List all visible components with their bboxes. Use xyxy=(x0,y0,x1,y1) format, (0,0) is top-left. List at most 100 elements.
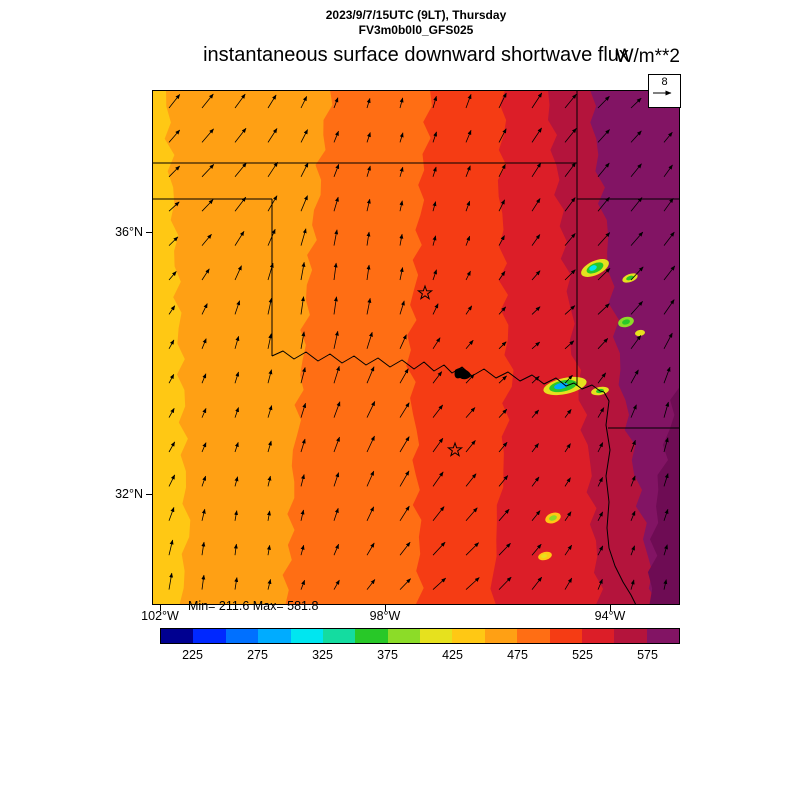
wind-arrow xyxy=(432,201,437,212)
wind-arrow xyxy=(630,130,642,143)
wind-arrow xyxy=(432,437,444,453)
colorbar-segment xyxy=(484,629,518,643)
cloud-spot xyxy=(622,319,630,325)
wind-arrow xyxy=(597,578,603,590)
wind-arrow xyxy=(366,231,371,246)
wind-arrow xyxy=(300,296,305,315)
wind-arrow xyxy=(564,340,575,350)
wind-arrow xyxy=(399,166,404,177)
wind-arrow xyxy=(663,231,675,246)
wind-arrow xyxy=(432,404,444,418)
map-frame xyxy=(152,90,680,605)
wind-arrow xyxy=(201,541,206,556)
wind-arrow xyxy=(564,93,577,109)
wind-arrow xyxy=(333,130,339,143)
wind-arrow xyxy=(267,94,277,109)
wind-arrow xyxy=(630,97,642,109)
wind-arrow xyxy=(333,262,338,281)
wind-arrow xyxy=(663,437,669,453)
wind-arrow xyxy=(597,372,607,384)
wind-arrow xyxy=(333,401,341,418)
wind-arrow xyxy=(663,197,674,212)
cloud-spot xyxy=(549,515,557,521)
wind-arrow xyxy=(465,473,477,487)
wind-arrow xyxy=(465,129,472,143)
wind-arrow xyxy=(201,233,212,246)
wind-arrow xyxy=(399,233,404,246)
min-max-stats: Min= 211.6 Max= 581.8 xyxy=(188,599,319,613)
wind-arrow xyxy=(300,579,305,590)
valid-time-label: 2023/9/7/15UTC (9LT), Thursday xyxy=(325,8,507,22)
wind-arrow xyxy=(630,510,636,521)
wind-arrow xyxy=(498,508,510,522)
wind-arrow xyxy=(234,127,247,143)
wind-arrow xyxy=(531,376,540,384)
wind-arrow xyxy=(201,408,207,418)
wind-arrow xyxy=(333,543,339,556)
wind-arrow xyxy=(531,576,543,590)
wind-arrow xyxy=(531,476,540,487)
lon-tick-label-98w: 98°W xyxy=(369,609,401,623)
wind-arrow xyxy=(234,577,239,590)
wind-arrow xyxy=(300,509,305,521)
wind-arrow xyxy=(300,129,308,143)
cloud-spot xyxy=(541,553,547,559)
wind-arrow xyxy=(498,375,507,384)
wind-arrow xyxy=(432,337,441,350)
wind-arrow xyxy=(267,262,274,281)
wind-arrow xyxy=(333,579,340,590)
wind-arrow xyxy=(498,543,511,556)
wind-arrow xyxy=(201,475,207,487)
colorbar-tick-label: 425 xyxy=(442,648,463,662)
wind-arrow xyxy=(366,264,371,281)
lat-tick-label-32n: 32°N xyxy=(115,487,143,501)
wind-arrow xyxy=(498,306,506,315)
wind-arrow xyxy=(630,404,637,418)
wind-arrow xyxy=(465,407,476,418)
wind-arrow xyxy=(597,511,604,521)
wind-arrow xyxy=(300,96,308,109)
wind-arrow xyxy=(663,473,669,487)
colorbar-labels: 225 275 325 375 425 475 525 575 xyxy=(160,648,680,662)
wind-arrow xyxy=(168,441,176,453)
wind-arrow xyxy=(465,305,473,315)
state-borders xyxy=(152,90,680,605)
wind-arrow xyxy=(366,506,375,521)
wind-arrow xyxy=(630,475,636,487)
colorbar-segment xyxy=(193,629,226,643)
wind-arrow xyxy=(531,306,541,315)
wind-arrow xyxy=(432,95,438,109)
wind-arrow xyxy=(300,367,306,384)
wind-arrow xyxy=(564,477,571,487)
wind-arrow xyxy=(498,576,512,590)
colorbar-segment xyxy=(452,629,485,643)
wind-arrow xyxy=(168,339,175,349)
lon-tick-mark xyxy=(385,605,386,611)
weather-map xyxy=(152,90,680,605)
plot-title: instantaneous surface downward shortwave… xyxy=(203,44,629,66)
wind-arrow xyxy=(168,305,176,315)
wind-arrow xyxy=(168,271,177,281)
wind-arrow xyxy=(531,443,539,453)
colorbar-segment xyxy=(355,629,388,643)
lon-tick-label-94w: 94°W xyxy=(594,609,626,623)
wind-arrow xyxy=(300,544,305,556)
wind-arrow xyxy=(564,511,572,522)
wind-arrow xyxy=(267,195,278,212)
wind-arrow xyxy=(234,230,245,246)
wind-arrow xyxy=(300,195,308,212)
wind-arrow xyxy=(564,374,573,384)
colorbar-tick-label: 375 xyxy=(377,648,398,662)
colorbar-segment xyxy=(225,629,259,643)
wind-arrow xyxy=(333,472,340,487)
wind-reference-value: 8 xyxy=(661,76,668,88)
red-river-border xyxy=(271,350,605,393)
wind-arrow xyxy=(564,409,572,418)
wind-arrow xyxy=(366,470,375,487)
wind-arrow xyxy=(597,196,610,212)
colorbar-segments xyxy=(160,628,680,644)
flux-band xyxy=(590,90,680,605)
wind-arrow xyxy=(234,407,239,418)
model-name-label: FV3m0b0l0_GFS025 xyxy=(358,23,474,37)
